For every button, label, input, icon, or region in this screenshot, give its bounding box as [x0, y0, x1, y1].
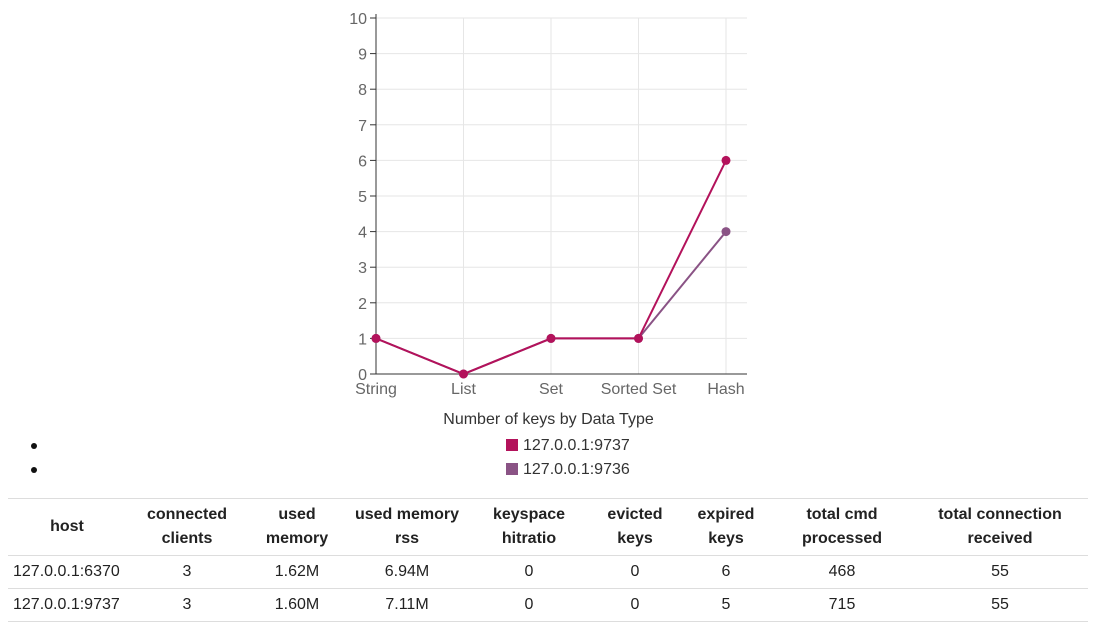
keyspace-hitratio-cell: 0: [468, 555, 590, 589]
used-memory-cell: 1.60M: [248, 588, 346, 622]
y-tick-label: 1: [358, 331, 367, 348]
column-header-keyspace-hitratio[interactable]: keyspace hitratio: [468, 498, 590, 556]
data-point: [459, 369, 468, 379]
y-tick-label: 9: [358, 47, 367, 64]
data-point: [721, 155, 731, 165]
column-header-total-cmd-processed[interactable]: total cmd processed: [772, 498, 912, 556]
y-tick-label: 4: [358, 225, 367, 242]
y-tick-label: 7: [358, 118, 367, 135]
x-tick-label: String: [355, 381, 397, 398]
keyspace-hitratio-cell: 0: [468, 588, 590, 622]
column-header-expired-keys[interactable]: expired keys: [680, 498, 772, 556]
total-connection-received-cell: 55: [912, 588, 1088, 622]
table-header-row: host connected clients used memory used me…: [8, 498, 1088, 556]
y-tick-label: 0: [358, 367, 367, 384]
legend-item[interactable]: 127.0.0.1:9736: [0, 458, 1097, 482]
bullet-icon: [31, 443, 37, 449]
connected-clients-cell: 3: [126, 555, 248, 589]
column-header-used-memory[interactable]: used memory: [248, 498, 346, 556]
evicted-keys-cell: 0: [590, 588, 680, 622]
y-tick-label: 5: [358, 189, 367, 206]
column-header-evicted-keys[interactable]: evicted keys: [590, 498, 680, 556]
data-point: [721, 227, 731, 237]
column-header-total-connection-received[interactable]: total connection received: [912, 498, 1088, 556]
server-stats-table: host connected clients used memory used me…: [8, 498, 1088, 622]
chart-legend: 127.0.0.1:9737 127.0.0.1:9736: [0, 434, 1097, 482]
x-tick-label: Sorted Set: [601, 381, 677, 398]
total-cmd-processed-cell: 715: [772, 588, 912, 622]
column-header-used-memory-rss[interactable]: used memory rss: [346, 498, 468, 556]
y-tick-label: 10: [349, 11, 367, 28]
host-cell: 127.0.0.1:9737: [8, 588, 126, 622]
legend-swatch-icon: [506, 439, 518, 451]
evicted-keys-cell: 0: [590, 555, 680, 589]
used-memory-rss-cell: 6.94M: [346, 555, 468, 589]
legend-item[interactable]: 127.0.0.1:9737: [0, 434, 1097, 458]
data-point: [371, 333, 381, 343]
line-chart: 0 1 2 3 4 5 6 7 8 9 10 String List Set Sorted Set Hash: [349, 11, 747, 398]
chart-title: Number of keys by Data Type: [443, 411, 654, 428]
used-memory-rss-cell: 7.11M: [346, 588, 468, 622]
table-row[interactable]: 127.0.0.1:6370 3 1.62M 6.94M 0 0 6 468 5…: [8, 555, 1088, 589]
y-tick-label: 3: [358, 260, 367, 277]
expired-keys-cell: 5: [680, 588, 772, 622]
legend-swatch-icon: [506, 463, 518, 475]
total-cmd-processed-cell: 468: [772, 555, 912, 589]
table-row[interactable]: 127.0.0.1:9737 3 1.60M 7.11M 0 0 5 715 5…: [8, 588, 1088, 622]
connected-clients-cell: 3: [126, 588, 248, 622]
used-memory-cell: 1.62M: [248, 555, 346, 589]
column-header-connected-clients[interactable]: connected clients: [126, 498, 248, 556]
y-tick-label: 2: [358, 296, 367, 313]
keys-by-type-chart: 0 1 2 3 4 5 6 7 8 9 10 String List Set Sorted Set Hash: [349, 11, 747, 398]
data-point: [634, 333, 643, 343]
legend-label: 127.0.0.1:9737: [523, 437, 630, 454]
x-tick-label: List: [451, 381, 476, 398]
x-tick-label: Set: [539, 381, 564, 398]
x-tick-label: Hash: [707, 381, 744, 398]
y-tick-label: 8: [358, 82, 367, 99]
data-point: [546, 333, 556, 343]
legend-label: 127.0.0.1:9736: [523, 461, 630, 478]
column-header-host[interactable]: host: [8, 498, 126, 556]
y-tick-label: 6: [358, 153, 367, 170]
bullet-icon: [31, 467, 37, 473]
total-connection-received-cell: 55: [912, 555, 1088, 589]
expired-keys-cell: 6: [680, 555, 772, 589]
host-cell: 127.0.0.1:6370: [8, 555, 126, 589]
